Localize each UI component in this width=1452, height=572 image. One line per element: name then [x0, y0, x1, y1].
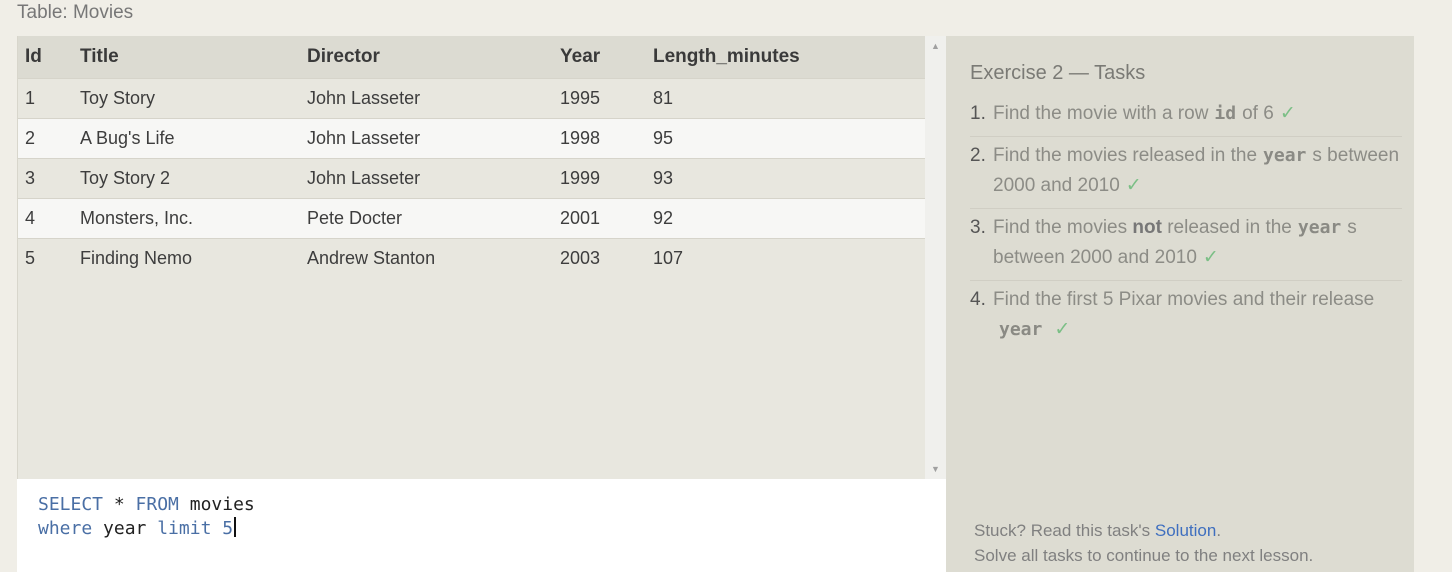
cell-year: 1999: [553, 157, 646, 198]
task-code: year: [1263, 145, 1307, 166]
cell-length: 81: [646, 77, 926, 118]
cell-year: 1998: [553, 117, 646, 158]
cell-id: 2: [18, 117, 73, 158]
check-icon: ✓: [1279, 103, 1296, 124]
stuck-period: .: [1216, 521, 1222, 540]
task-item: 2. Find the movies released in the year s …: [970, 141, 1402, 209]
task-text: Find the first 5 Pixar movies and their …: [993, 285, 1402, 345]
cell-director: Andrew Stanton: [300, 237, 553, 278]
cell-director: John Lasseter: [300, 77, 553, 118]
table-row: 1 Toy Story John Lasseter 1995 81: [18, 77, 926, 118]
task-text-post: s between 2000 and 2010: [993, 217, 1357, 268]
task-code: year: [1297, 217, 1342, 238]
results-table-wrap: Id Title Director Year Length_minutes 1 …: [18, 36, 926, 278]
tasks-title: Exercise 2 — Tasks: [970, 62, 1146, 84]
task-number: 2.: [970, 145, 986, 166]
table-caption: Table: Movies: [17, 2, 134, 23]
task-code: id: [1214, 103, 1237, 124]
cell-id: 3: [18, 157, 73, 198]
table-row: 5 Finding Nemo Andrew Stanton 2003 107: [18, 237, 926, 278]
task-text-pre: Find the movie with a row: [993, 103, 1209, 124]
task-text-mid: released in the: [1167, 217, 1292, 238]
task-text-pre: Find the first 5 Pixar movies and their …: [993, 289, 1375, 310]
cell-length: 92: [646, 197, 926, 238]
editor-star: *: [103, 494, 136, 515]
task-item: 3. Find the movies not released in the ye…: [970, 213, 1402, 281]
check-icon: ✓: [1054, 319, 1071, 340]
editor-line-2: where year limit 5: [38, 517, 946, 541]
stuck-line: Stuck? Read this task's Solution.: [974, 518, 1313, 543]
table-header-row: Id Title Director Year Length_minutes: [18, 36, 926, 78]
task-text: Find the movies not released in the year s…: [993, 213, 1402, 273]
sql-editor[interactable]: SELECT * FROM movies where year limit 5: [17, 479, 946, 572]
tasks-panel: Exercise 2 — Tasks 1. Find the movie wit…: [946, 36, 1414, 572]
scroll-down-icon[interactable]: ▼: [931, 464, 940, 474]
keyword-limit: limit: [157, 518, 212, 539]
task-text-pre: Find the movies: [993, 217, 1128, 238]
header-length: Length_minutes: [646, 36, 926, 78]
results-table-panel: Id Title Director Year Length_minutes 1 …: [17, 36, 946, 479]
header-id: Id: [18, 36, 73, 78]
task-text-post: of 6: [1242, 103, 1274, 124]
task-strong: not: [1132, 217, 1162, 238]
solution-link[interactable]: Solution: [1154, 521, 1217, 540]
keyword-where: where: [38, 518, 93, 539]
task-text: Find the movie with a row id of 6 ✓: [993, 99, 1402, 129]
task-text-pre: Find the movies released in the: [993, 145, 1258, 166]
cell-title: A Bug's Life: [73, 117, 300, 158]
cell-year: 2001: [553, 197, 646, 238]
editor-column: year: [92, 518, 158, 539]
table-row: 3 Toy Story 2 John Lasseter 1999 93: [18, 157, 926, 198]
cell-length: 107: [646, 237, 926, 278]
cell-length: 93: [646, 157, 926, 198]
keyword-select: SELECT: [38, 494, 104, 515]
text-cursor: [234, 517, 237, 537]
cell-title: Toy Story 2: [73, 157, 300, 198]
check-icon: ✓: [1202, 247, 1219, 268]
table-row: 4 Monsters, Inc. Pete Docter 2001 92: [18, 197, 926, 238]
header-director: Director: [300, 36, 553, 78]
tasks-footer: Stuck? Read this task's Solution. Solve …: [974, 518, 1313, 568]
task-number: 3.: [970, 217, 986, 238]
task-number: 4.: [970, 289, 986, 310]
scroll-up-icon[interactable]: ▲: [931, 41, 940, 51]
cell-title: Monsters, Inc.: [73, 197, 300, 238]
keyword-from: FROM: [135, 494, 179, 515]
table-row: 2 A Bug's Life John Lasseter 1998 95: [18, 117, 926, 158]
cell-year: 2003: [553, 237, 646, 278]
cell-title: Toy Story: [73, 77, 300, 118]
task-item: 1. Find the movie with a row id of 6 ✓: [970, 99, 1402, 137]
cell-director: Pete Docter: [300, 197, 553, 238]
cell-year: 1995: [553, 77, 646, 118]
cell-id: 4: [18, 197, 73, 238]
stuck-text: Stuck? Read this task's: [974, 521, 1155, 540]
cell-director: John Lasseter: [300, 157, 553, 198]
check-icon: ✓: [1125, 175, 1142, 196]
cell-title: Finding Nemo: [73, 237, 300, 278]
editor-limit-value: 5: [211, 518, 234, 539]
task-number: 1.: [970, 103, 986, 124]
table-scrollbar[interactable]: ▲ ▼: [925, 36, 946, 479]
editor-line-1: SELECT * FROM movies: [38, 493, 946, 517]
task-text-post: s between 2000 and 2010: [993, 145, 1400, 196]
results-table: Id Title Director Year Length_minutes 1 …: [18, 36, 926, 278]
editor-table-name: movies: [178, 494, 255, 515]
task-item: 4. Find the first 5 Pixar movies and the…: [970, 285, 1402, 352]
cell-length: 95: [646, 117, 926, 158]
task-code: year: [999, 319, 1043, 340]
cell-id: 5: [18, 237, 73, 278]
cell-director: John Lasseter: [300, 117, 553, 158]
task-text: Find the movies released in the year s bet…: [993, 141, 1402, 201]
continue-line: Solve all tasks to continue to the next …: [974, 546, 1314, 565]
header-title: Title: [73, 36, 300, 78]
cell-id: 1: [18, 77, 73, 118]
header-year: Year: [553, 36, 646, 78]
